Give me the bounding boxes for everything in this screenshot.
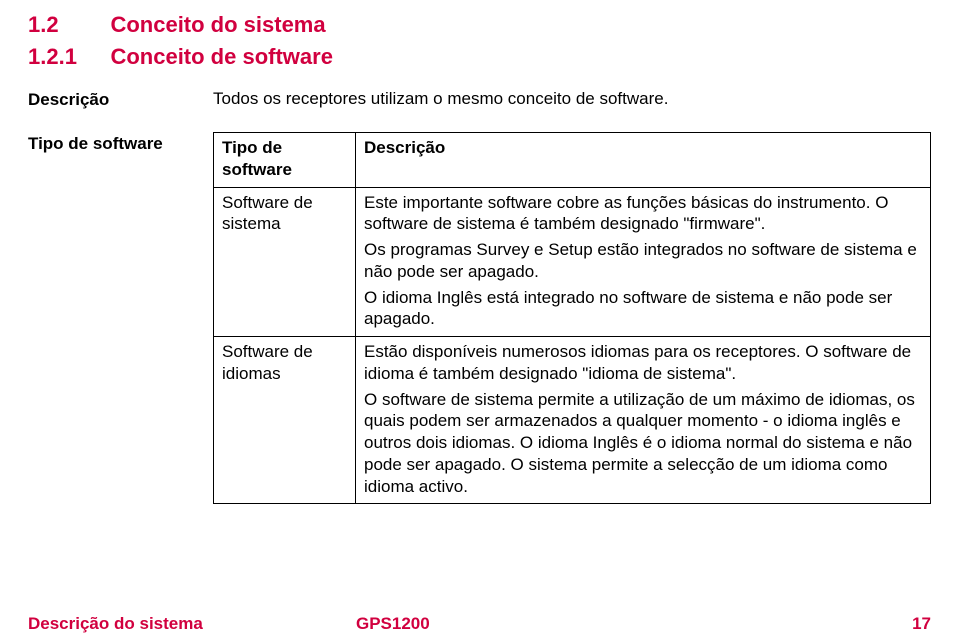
row-body: Todos os receptores utilizam o mesmo con… bbox=[213, 88, 931, 110]
footer-doc-code: GPS1200 bbox=[356, 614, 430, 634]
table-cell: Este importante software cobre as funçõe… bbox=[356, 187, 931, 337]
software-type-row: Tipo de software Tipo de software Descri… bbox=[28, 132, 931, 504]
table-row: Software de idiomas Estão disponíveis nu… bbox=[214, 337, 931, 504]
software-table: Tipo de software Descrição Software de s… bbox=[213, 132, 931, 504]
footer-page-number: 17 bbox=[912, 614, 931, 634]
table-header-row: Tipo de software Descrição bbox=[214, 133, 931, 188]
section-heading-1: 1.2 Conceito do sistema bbox=[28, 12, 931, 38]
cell-paragraph: O idioma Inglês está integrado no softwa… bbox=[364, 287, 922, 331]
heading-text: Conceito do sistema bbox=[110, 12, 325, 38]
table-header-cell: Descrição bbox=[356, 133, 931, 188]
row-label: Tipo de software bbox=[28, 132, 213, 504]
cell-paragraph: O software de sistema permite a utilizaç… bbox=[364, 389, 922, 498]
table-row: Software de sistema Este importante soft… bbox=[214, 187, 931, 337]
page-footer: Descrição do sistema GPS1200 17 bbox=[28, 614, 931, 634]
footer-section-title: Descrição do sistema bbox=[28, 614, 356, 634]
description-row: Descrição Todos os receptores utilizam o… bbox=[28, 88, 931, 110]
table-cell: Software de sistema bbox=[214, 187, 356, 337]
cell-paragraph: Estão disponíveis numerosos idiomas para… bbox=[364, 341, 922, 385]
heading-number: 1.2.1 bbox=[28, 44, 106, 70]
row-label: Descrição bbox=[28, 88, 213, 110]
table-cell: Software de idiomas bbox=[214, 337, 356, 504]
heading-text: Conceito de software bbox=[110, 44, 332, 70]
section-heading-2: 1.2.1 Conceito de software bbox=[28, 44, 931, 70]
heading-number: 1.2 bbox=[28, 12, 106, 38]
table-header-cell: Tipo de software bbox=[214, 133, 356, 188]
table-cell: Estão disponíveis numerosos idiomas para… bbox=[356, 337, 931, 504]
cell-paragraph: Os programas Survey e Setup estão integr… bbox=[364, 239, 922, 283]
cell-paragraph: Este importante software cobre as funçõe… bbox=[364, 192, 922, 236]
row-body: Tipo de software Descrição Software de s… bbox=[213, 132, 931, 504]
